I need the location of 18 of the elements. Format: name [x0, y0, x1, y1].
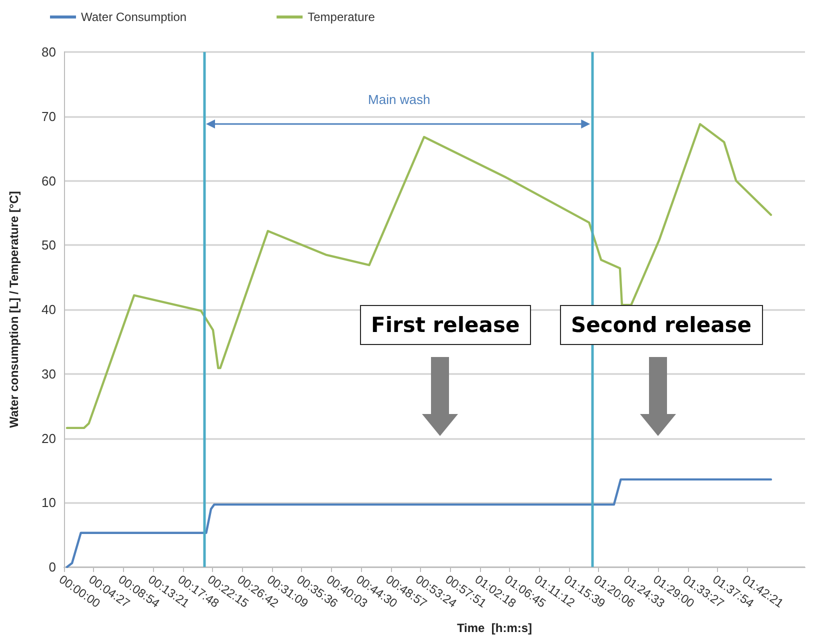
- annotation: First release: [360, 305, 531, 345]
- line-series: [66, 478, 772, 568]
- y-tick-label: 50: [42, 238, 56, 253]
- legend-label: Temperature: [308, 10, 376, 24]
- y-tick-label: 60: [42, 173, 56, 188]
- y-tick-label: 40: [42, 302, 56, 317]
- line-series: [66, 123, 772, 430]
- y-tick-label: 20: [42, 430, 56, 446]
- annotation: Main wash: [368, 92, 430, 107]
- x-axis-title: Time [h:m:s]: [456, 621, 532, 635]
- y-tick-label: 0: [48, 560, 56, 574]
- annotation: Second release: [560, 305, 762, 345]
- y-tick-label: 30: [42, 366, 56, 382]
- y-axis-title: Water consumption [L] / Temperature [°C]: [7, 191, 21, 428]
- y-tick-label: 70: [42, 108, 56, 124]
- y-tick-label: 80: [42, 44, 56, 60]
- y-tick-label: 10: [42, 495, 56, 510]
- legend-label: Water Consumption: [81, 10, 187, 24]
